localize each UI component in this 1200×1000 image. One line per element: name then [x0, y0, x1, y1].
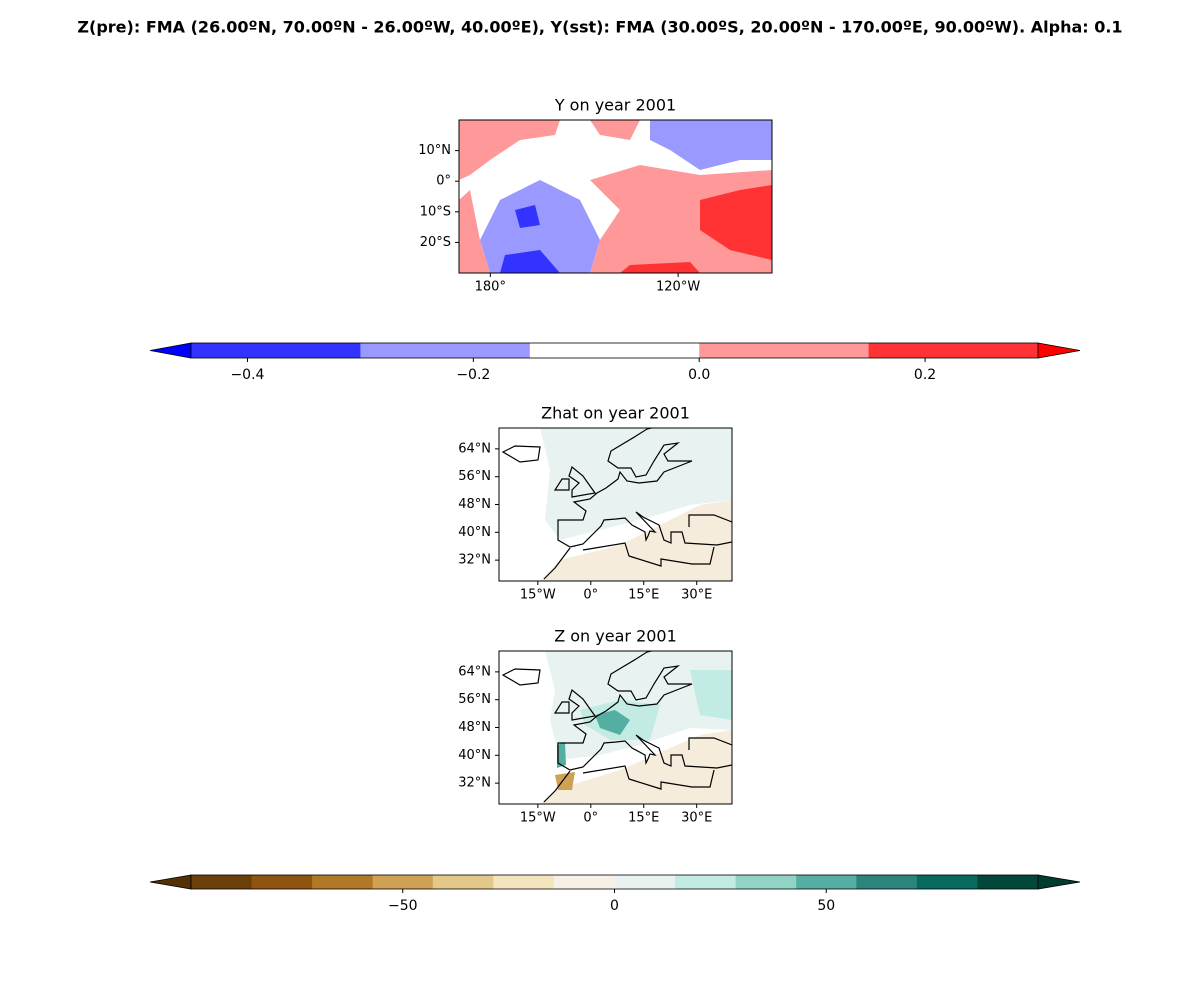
colorbar-tick-label: 0.0 — [688, 367, 710, 383]
colorbar-tick-label: 0 — [610, 898, 619, 914]
colorbar-segment — [553, 875, 615, 889]
colorbar-extend — [1037, 874, 1081, 890]
x-tick-label: 15°W — [520, 811, 556, 826]
y-tick-label: 10°S — [420, 204, 451, 219]
x-tick-label: 180° — [475, 280, 506, 295]
colorbar-tick-label: 50 — [817, 898, 835, 914]
x-tick-label: 30°E — [681, 588, 712, 603]
colorbar-segment — [856, 875, 918, 889]
colorbar-segment — [360, 343, 531, 358]
colorbar-extend — [149, 874, 192, 890]
y-tick-label: 64°N — [458, 664, 491, 679]
x-tick-label: 0° — [583, 588, 598, 603]
y-tick-label: 48°N — [458, 720, 491, 735]
y-tick-label: 48°N — [458, 497, 491, 512]
colorbar-tick-label: 0.2 — [914, 367, 936, 383]
colorbar-segment — [735, 875, 797, 889]
x-tick-label: 30°E — [681, 811, 712, 826]
colorbar-frame — [190, 342, 1039, 359]
colorbar-tick-label: −0.2 — [456, 367, 490, 383]
x-tick-label: 120°W — [656, 280, 700, 295]
map-fill — [502, 651, 732, 804]
y-tick-label: 0° — [436, 174, 451, 189]
colorbar-segment — [251, 875, 313, 889]
colorbar-tick-label: −50 — [388, 898, 418, 914]
y-tick-label: 40°N — [458, 748, 491, 763]
x-tick-label: 15°E — [628, 811, 659, 826]
colorbar-segment — [796, 875, 857, 889]
x-tick-label: 15°E — [628, 588, 659, 603]
y-tick-label: 56°N — [458, 692, 491, 707]
colorbar-segment — [432, 875, 494, 889]
map-title: Y on year 2001 — [554, 96, 676, 115]
y-tick-label: 32°N — [458, 776, 491, 791]
y-tick-label: 20°S — [420, 235, 451, 250]
colorbar-segment — [699, 343, 870, 358]
map-fill — [459, 120, 772, 273]
colorbar-segment — [191, 343, 361, 358]
y-tick-label: 64°N — [458, 441, 491, 456]
map-title: Z on year 2001 — [554, 627, 677, 646]
colorbar-segment — [614, 875, 676, 889]
y-tick-label: 10°N — [418, 143, 451, 158]
colorbar-segment — [977, 875, 1039, 889]
y-tick-label: 32°N — [458, 553, 491, 568]
x-tick-label: 15°W — [520, 588, 556, 603]
colorbar-segment — [372, 875, 434, 889]
colorbar-segment — [916, 875, 978, 889]
colorbar-tick-label: −0.4 — [230, 367, 264, 383]
figure-title: Z(pre): FMA (26.00ºN, 70.00ºN - 26.00ºW,… — [77, 18, 1122, 37]
colorbar-segment — [191, 875, 253, 889]
colorbar-segment — [675, 875, 737, 889]
colorbar-extend — [1037, 342, 1081, 359]
colorbar-segment — [868, 343, 1039, 358]
map-frame — [458, 119, 773, 274]
colorbar-segment — [529, 343, 700, 358]
map-fill — [502, 428, 732, 581]
y-tick-label: 40°N — [458, 525, 491, 540]
map-title: Zhat on year 2001 — [541, 404, 690, 423]
y-tick-label: 56°N — [458, 469, 491, 484]
colorbar-extend — [149, 342, 192, 359]
colorbar-segment — [312, 875, 374, 889]
x-tick-label: 0° — [583, 811, 598, 826]
colorbar-segment — [493, 875, 555, 889]
